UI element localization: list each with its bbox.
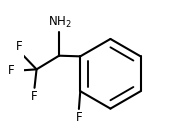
Text: NH$_2$: NH$_2$ — [48, 15, 72, 30]
Text: F: F — [76, 111, 82, 124]
Text: F: F — [8, 64, 14, 77]
Text: F: F — [16, 40, 22, 53]
Text: F: F — [31, 90, 38, 103]
